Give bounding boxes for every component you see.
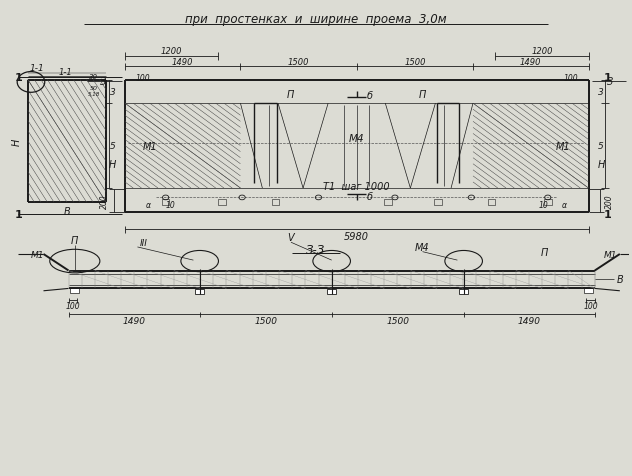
Bar [195,290,204,295]
Bar [70,289,79,294]
Text: Т1  шаг 1000: Т1 шаг 1000 [324,181,390,191]
Bar [434,199,442,206]
Bar [459,290,468,295]
Text: б: б [367,90,372,100]
Text: 1-1: 1-1 [30,64,45,73]
Text: 100: 100 [135,74,150,82]
Bar [384,199,392,206]
Text: П: П [287,89,295,99]
Text: М1: М1 [30,250,44,259]
Text: 1500: 1500 [254,317,277,325]
Text: М1: М1 [556,141,571,151]
Text: 1: 1 [15,73,22,83]
Bar [218,199,226,206]
Text: В: В [64,206,70,216]
Text: З-З: З-З [307,243,325,256]
Bar [544,199,552,206]
Text: 1490: 1490 [520,58,542,67]
Text: М1: М1 [143,141,157,151]
Text: 3: 3 [598,88,604,97]
Text: 1: 1 [604,209,611,219]
Text: 50: 50 [90,85,97,90]
Text: М4: М4 [349,134,365,144]
Text: 200: 200 [100,194,109,208]
Text: 10: 10 [538,200,549,209]
Text: α: α [562,200,567,209]
Text: 100: 100 [583,302,598,311]
Bar [162,199,169,206]
Text: α: α [146,200,151,209]
Text: 100: 100 [564,74,578,82]
Text: 1200: 1200 [161,47,182,56]
Text: П: П [71,235,78,245]
Bar [584,289,593,294]
Text: 1: 1 [604,73,611,83]
Text: В: В [616,275,623,285]
Text: П: П [419,89,427,99]
Text: Н: Н [597,160,605,170]
Text: V: V [288,233,295,243]
Text: Н: Н [11,138,21,145]
Text: 1490: 1490 [518,317,541,325]
Text: 5,18: 5,18 [87,92,100,97]
Text: 1500: 1500 [288,58,309,67]
Text: при  простенках  и  ширине  проема  3,0м: при простенках и ширине проема 3,0м [185,13,447,26]
Bar [272,199,279,206]
Text: М4: М4 [415,242,430,252]
Text: 1490: 1490 [123,317,145,325]
Text: 200: 200 [605,194,614,208]
Text: П: П [541,247,549,257]
Text: III: III [140,238,148,247]
Text: М1: М1 [604,250,617,259]
Text: 10: 10 [165,200,175,209]
Text: б: б [367,192,372,202]
Text: 1200: 1200 [532,47,553,56]
Text: 1: 1 [15,209,22,219]
Text: 5980: 5980 [344,232,369,242]
Text: 5: 5 [109,142,115,151]
Bar [488,199,495,206]
Text: 1-1: 1-1 [59,68,72,77]
Text: 1500: 1500 [404,58,425,67]
Bar [327,290,336,295]
Text: Н: Н [109,160,116,170]
Text: 30: 30 [89,74,98,79]
Text: 5: 5 [598,142,604,151]
Text: З: З [100,77,106,87]
Text: 1500: 1500 [386,317,409,325]
Text: 3: 3 [109,88,115,97]
Text: 1490: 1490 [172,58,193,67]
Text: З: З [607,77,614,87]
Text: 100: 100 [66,302,80,311]
